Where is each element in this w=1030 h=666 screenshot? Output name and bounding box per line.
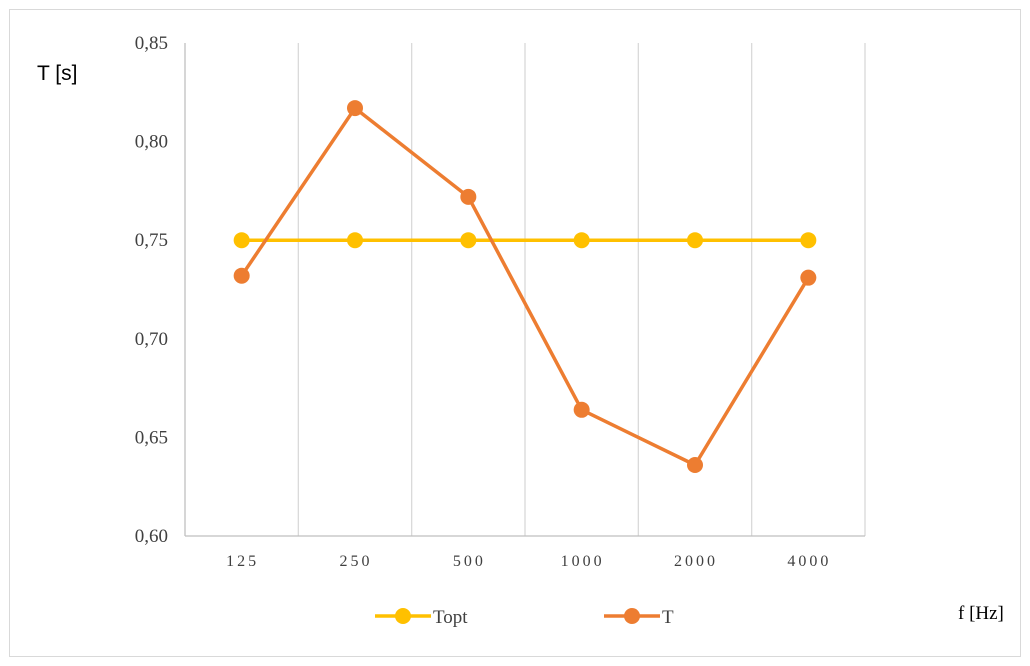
legend: Topt T	[375, 607, 674, 628]
x-tick-label: 1000	[561, 553, 605, 570]
data-point-topt	[233, 232, 250, 249]
y-tick-label: 0,70	[135, 329, 168, 350]
x-tick-labels: 125 250 500 1000 2000 4000	[226, 553, 831, 570]
data-point-t	[573, 401, 590, 418]
data-point-t	[460, 188, 477, 205]
gridlines	[297, 43, 866, 536]
y-tick-label: 0,85	[135, 33, 168, 54]
legend-marker-t	[624, 608, 640, 624]
y-tick-label: 0,80	[135, 132, 168, 153]
y-axis-label: T [s]	[37, 62, 77, 85]
data-point-t	[233, 267, 250, 284]
x-axis-label: f [Hz]	[958, 603, 1004, 624]
series-layer	[233, 100, 817, 474]
x-tick-label: 250	[340, 553, 373, 570]
x-tick-label: 2000	[674, 553, 718, 570]
y-tick-label: 0,65	[135, 427, 168, 448]
axes	[184, 43, 865, 537]
x-tick-label: 4000	[787, 553, 831, 570]
data-point-topt	[347, 232, 363, 249]
y-tick-labels: 0,60 0,65 0,70 0,75 0,80 0,85	[135, 33, 168, 547]
data-point-t	[687, 457, 703, 474]
data-point-t	[347, 100, 363, 117]
x-tick-label: 500	[453, 553, 486, 570]
legend-label-t: T	[662, 607, 674, 628]
data-point-topt	[573, 232, 590, 249]
y-tick-label: 0,60	[135, 526, 168, 547]
series-line-t	[240, 106, 810, 467]
legend-label-topt: Topt	[433, 607, 468, 628]
data-point-topt	[800, 232, 817, 249]
y-tick-label: 0,75	[135, 230, 168, 251]
x-tick-label: 125	[226, 553, 259, 570]
data-point-topt	[687, 232, 703, 249]
data-point-t	[800, 269, 817, 286]
chart-frame	[9, 9, 1021, 657]
legend-marker-topt	[395, 608, 411, 624]
data-point-topt	[460, 232, 477, 249]
